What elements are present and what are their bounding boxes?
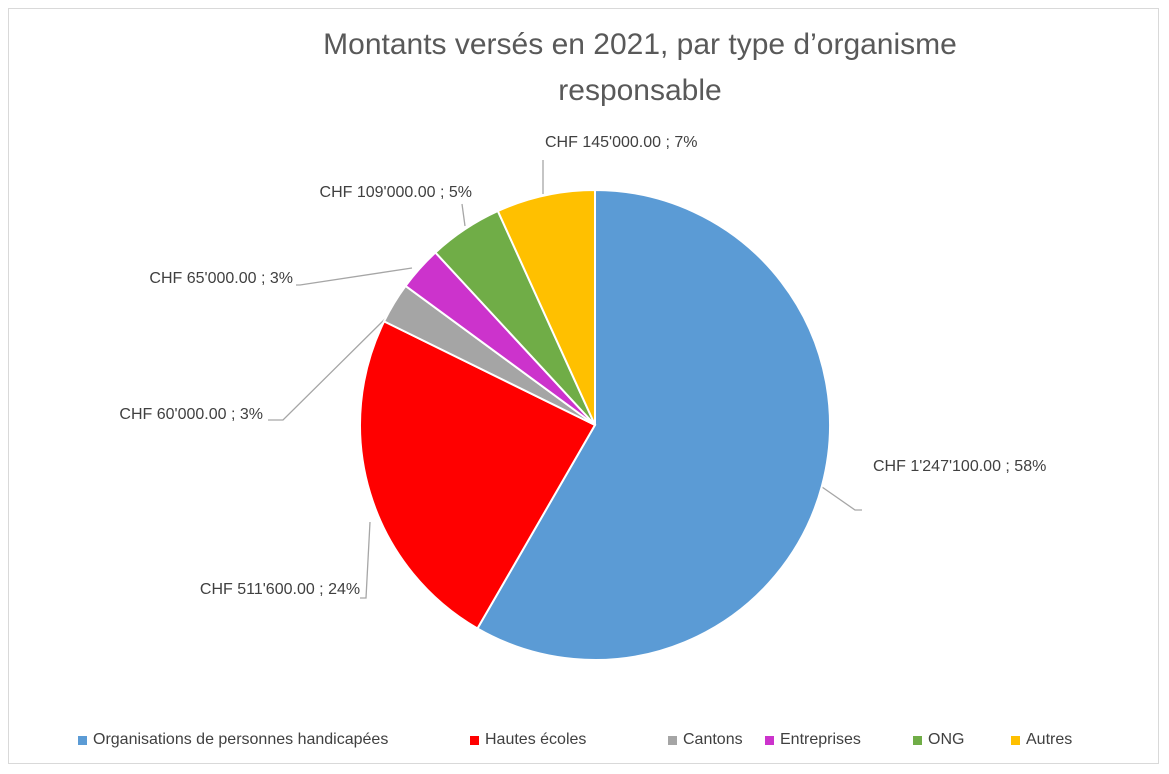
- data-label: CHF 109'000.00 ; 5%: [319, 184, 472, 201]
- legend-item: Hautes écoles: [470, 731, 586, 749]
- data-label: CHF 145'000.00 ; 7%: [545, 134, 698, 151]
- pie-slice: [359, 320, 597, 630]
- leader-line: [296, 267, 413, 286]
- data-label: CHF 65'000.00 ; 3%: [149, 270, 293, 287]
- leader-line: [461, 203, 466, 227]
- legend-label: Cantons: [683, 731, 743, 748]
- pie-slice: [496, 188, 596, 426]
- legend-swatch: [470, 735, 479, 745]
- chart-title: Montants versés en 2021, par type d’orga…: [323, 28, 957, 107]
- data-label: CHF 60'000.00 ; 3%: [119, 406, 263, 423]
- legend-item: Entreprises: [765, 731, 861, 749]
- leader-line: [821, 486, 862, 511]
- legend-swatch: [765, 735, 774, 745]
- legend-label: ONG: [928, 731, 965, 748]
- legend-label: Hautes écoles: [485, 731, 587, 748]
- pie-slice: [476, 188, 831, 661]
- legend-item: Autres: [1011, 731, 1072, 749]
- leader-line: [268, 317, 387, 421]
- legend-swatch: [78, 735, 87, 745]
- chart-border: [8, 8, 1159, 764]
- legend-item: Organisations de personnes handicapées: [78, 731, 388, 749]
- legend-label: Organisations de personnes handicapées: [93, 731, 389, 748]
- legend-swatch: [668, 735, 677, 745]
- legend-label: Entreprises: [780, 731, 861, 748]
- legend-item: ONG: [913, 731, 964, 749]
- legend-item: Cantons: [668, 731, 743, 749]
- data-label: CHF 1'247'100.00 ; 58%: [873, 458, 1047, 475]
- data-label: CHF 511'600.00 ; 24%: [199, 581, 361, 598]
- legend-label: Autres: [1026, 731, 1073, 748]
- legend-swatch: [913, 735, 922, 745]
- legend-swatch: [1011, 735, 1020, 745]
- leader-line: [360, 521, 371, 599]
